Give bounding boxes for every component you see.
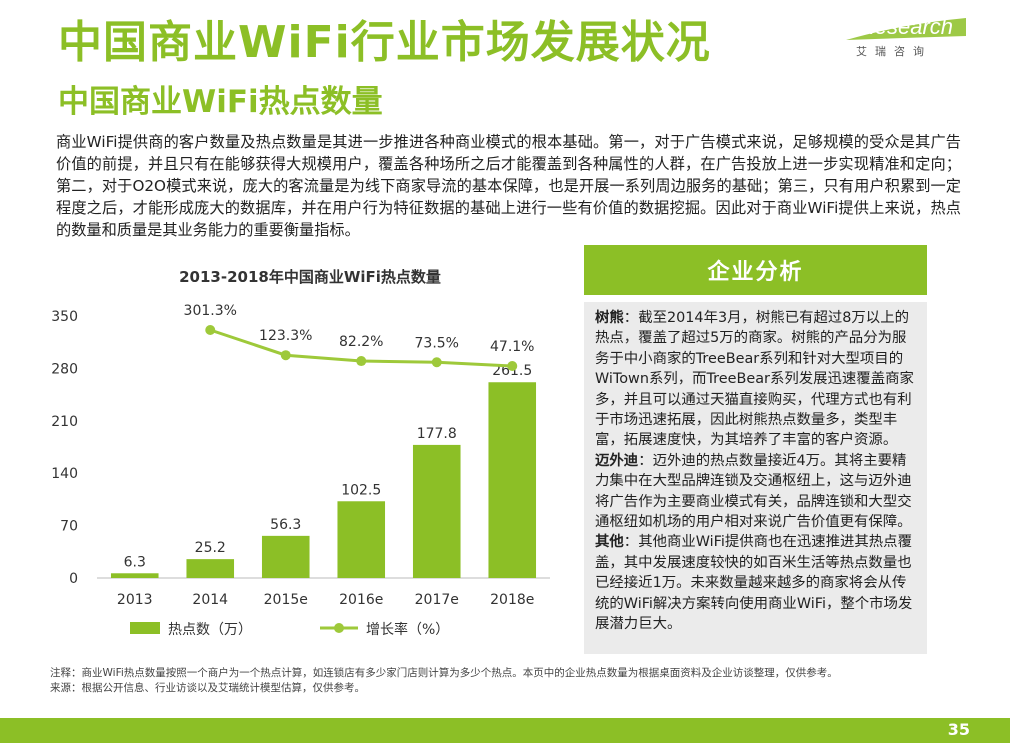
y-tick-label: 280 (51, 361, 78, 377)
company-name: 树熊 (595, 310, 624, 326)
logo-wordmark: iResearch (854, 14, 954, 39)
page-subtitle: 中国商业WiFi热点数量 (58, 84, 383, 120)
analysis-paragraph-shuxiong: 树熊：截至2014年3月，树熊已有超过8万以上的热点，覆盖了超过5万的商家。树熊… (595, 308, 917, 451)
footnote-source: 来源：根据公开信息、行业访谈以及艾瑞统计模型估算，仅供参考。 (50, 682, 365, 694)
page-title: 中国商业WiFi行业市场发展状况 (58, 17, 711, 68)
analysis-paragraph-others: 其他：其他商业WiFi提供商也在迅速推进其热点覆盖，其中发展速度较快的如百米生活… (595, 532, 917, 634)
bar-value-label: 6.3 (124, 554, 146, 570)
logo-tagline: 艾瑞咨询 (856, 45, 932, 58)
chart-canvas: 2013-2018年中国商业WiFi热点数量 0 70 140 210 280 350 6.3… (51, 268, 550, 638)
growth-rate-point (507, 361, 518, 371)
y-tick-label: 0 (69, 571, 78, 587)
bar-2018e (488, 382, 537, 578)
legend-line-marker (334, 623, 344, 633)
x-tick-label: 2014 (192, 592, 228, 608)
footnote-note: 注释：商业WiFi热点数量按照一个商户为一个热点计算，如连锁店有多少家门店则计算… (50, 667, 838, 679)
iresearch-logo: iResearch 艾瑞咨询 (842, 14, 972, 62)
y-tick-label: 70 (60, 519, 78, 535)
x-tick-label: 2018e (490, 592, 534, 608)
intro-paragraph: 商业WiFi提供商的客户数量及热点数量是其进一步推进各种商业模式的根本基础。第一… (56, 133, 961, 239)
y-tick-label: 210 (51, 414, 78, 430)
bar-2015e (261, 535, 310, 578)
x-tick-label: 2015e (264, 592, 308, 608)
chart-title: 2013-2018年中国商业WiFi热点数量 (179, 268, 441, 286)
growth-rate-label: 123.3% (259, 328, 312, 344)
company-analysis-text: ：迈外迪的热点数量接近4万。其将主要精力集中在大型品牌连锁及交通枢纽上，这与迈外… (595, 452, 912, 531)
company-analysis-text: ：截至2014年3月，树熊已有超过8万以上的热点，覆盖了超过5万的商家。树熊的产… (595, 310, 914, 449)
bar-2016e (337, 501, 386, 578)
x-tick-label: 2013 (117, 592, 153, 608)
footer-bar: 35 (0, 718, 1010, 743)
analysis-panel-title: 企业分析 (584, 245, 927, 295)
y-tick-label: 140 (51, 466, 78, 482)
growth-rate-label: 73.5% (415, 335, 459, 351)
bar-2013 (110, 573, 159, 578)
growth-rate-point (205, 325, 216, 335)
growth-rate-point (431, 357, 442, 368)
logo-swoosh-icon (846, 18, 966, 40)
footnote: 注释：商业WiFi热点数量按照一个商户为一个热点计算，如连锁店有多少家门店则计算… (50, 666, 838, 696)
growth-rate-label: 47.1% (490, 339, 534, 355)
bar-value-label: 177.8 (417, 426, 457, 442)
company-analysis-text: ：其他商业WiFi提供商也在迅速推进其热点覆盖，其中发展速度较快的如百米生活等热… (595, 534, 913, 633)
company-name: 迈外迪 (595, 452, 639, 469)
growth-rate-label: 301.3% (184, 303, 237, 319)
bar-value-label: 56.3 (270, 517, 301, 533)
hotspot-chart: 2013-2018年中国商业WiFi热点数量 0 70 140 210 280 350 6.3… (40, 258, 570, 658)
company-name: 其他 (595, 534, 624, 551)
bar-value-label: 25.2 (195, 540, 226, 556)
legend-bar-swatch (130, 622, 160, 634)
growth-rate-point (280, 350, 291, 361)
bar-2017e (412, 444, 461, 578)
legend-line-label: 增长率（%） (366, 621, 449, 638)
legend-bar-label: 热点数（万） (168, 622, 252, 638)
bar-2014 (186, 559, 235, 578)
bar-value-label: 261.5 (492, 363, 532, 379)
x-tick-label: 2016e (339, 592, 383, 608)
growth-rate-label: 82.2% (339, 334, 383, 350)
y-tick-label: 350 (51, 309, 78, 325)
page-number: 35 (947, 720, 970, 739)
x-tick-label: 2017e (415, 592, 459, 608)
growth-rate-point (356, 356, 367, 367)
bar-value-label: 102.5 (341, 482, 381, 498)
analysis-panel-body: 树熊：截至2014年3月，树熊已有超过8万以上的热点，覆盖了超过5万的商家。树熊… (584, 302, 927, 654)
analysis-paragraph-maiwaidi: 迈外迪：迈外迪的热点数量接近4万。其将主要精力集中在大型品牌连锁及交通枢纽上，这… (595, 451, 917, 533)
